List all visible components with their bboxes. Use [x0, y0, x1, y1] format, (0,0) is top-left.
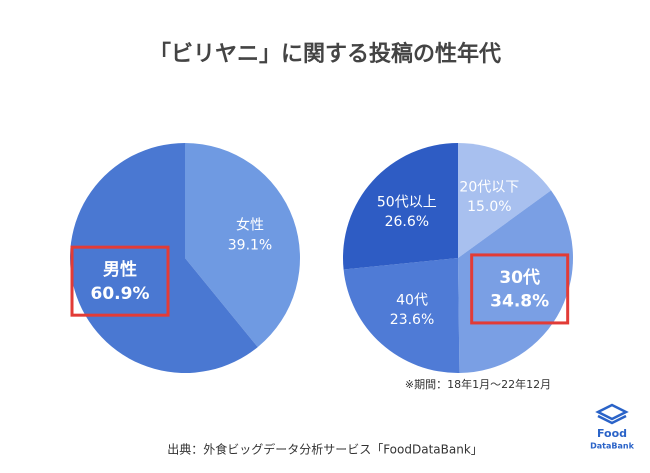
logo: Food DataBank: [590, 403, 635, 451]
slice-label: 女性: [236, 217, 264, 234]
slice-value: 39.1%: [228, 237, 272, 253]
pie-slice: [185, 143, 300, 348]
note: ※期間：18年1月〜22年12月: [405, 377, 551, 391]
highlight-box: [70, 245, 170, 317]
slice-value: 15.0%: [467, 199, 511, 215]
source: 出典：外食ビッグデータ分析サービス「FoodDataBank」: [167, 442, 483, 457]
slice-label: 20代以下: [459, 179, 519, 195]
logo-icon: [595, 403, 629, 425]
logo-text: DataBank: [590, 442, 634, 451]
slice-label: 30代: [499, 267, 540, 288]
slice-value: 23.6%: [390, 312, 434, 328]
slice-value: 60.9%: [91, 284, 150, 304]
logo-text: Food: [597, 427, 627, 440]
pie-slice: [343, 258, 460, 373]
slice-label: 男性: [103, 259, 137, 280]
pie-slice: [343, 142, 458, 270]
slice-label: 50代以上: [377, 195, 437, 211]
pie-slice: [458, 190, 573, 373]
highlight-box: [470, 253, 570, 325]
slice-value: 26.6%: [385, 214, 429, 230]
slice-value: 34.8%: [490, 292, 549, 312]
chart-title: 「ビリヤニ」に関する投稿の性年代: [149, 41, 501, 67]
slice-label: 40代: [396, 292, 428, 308]
pie-slice: [458, 143, 552, 258]
